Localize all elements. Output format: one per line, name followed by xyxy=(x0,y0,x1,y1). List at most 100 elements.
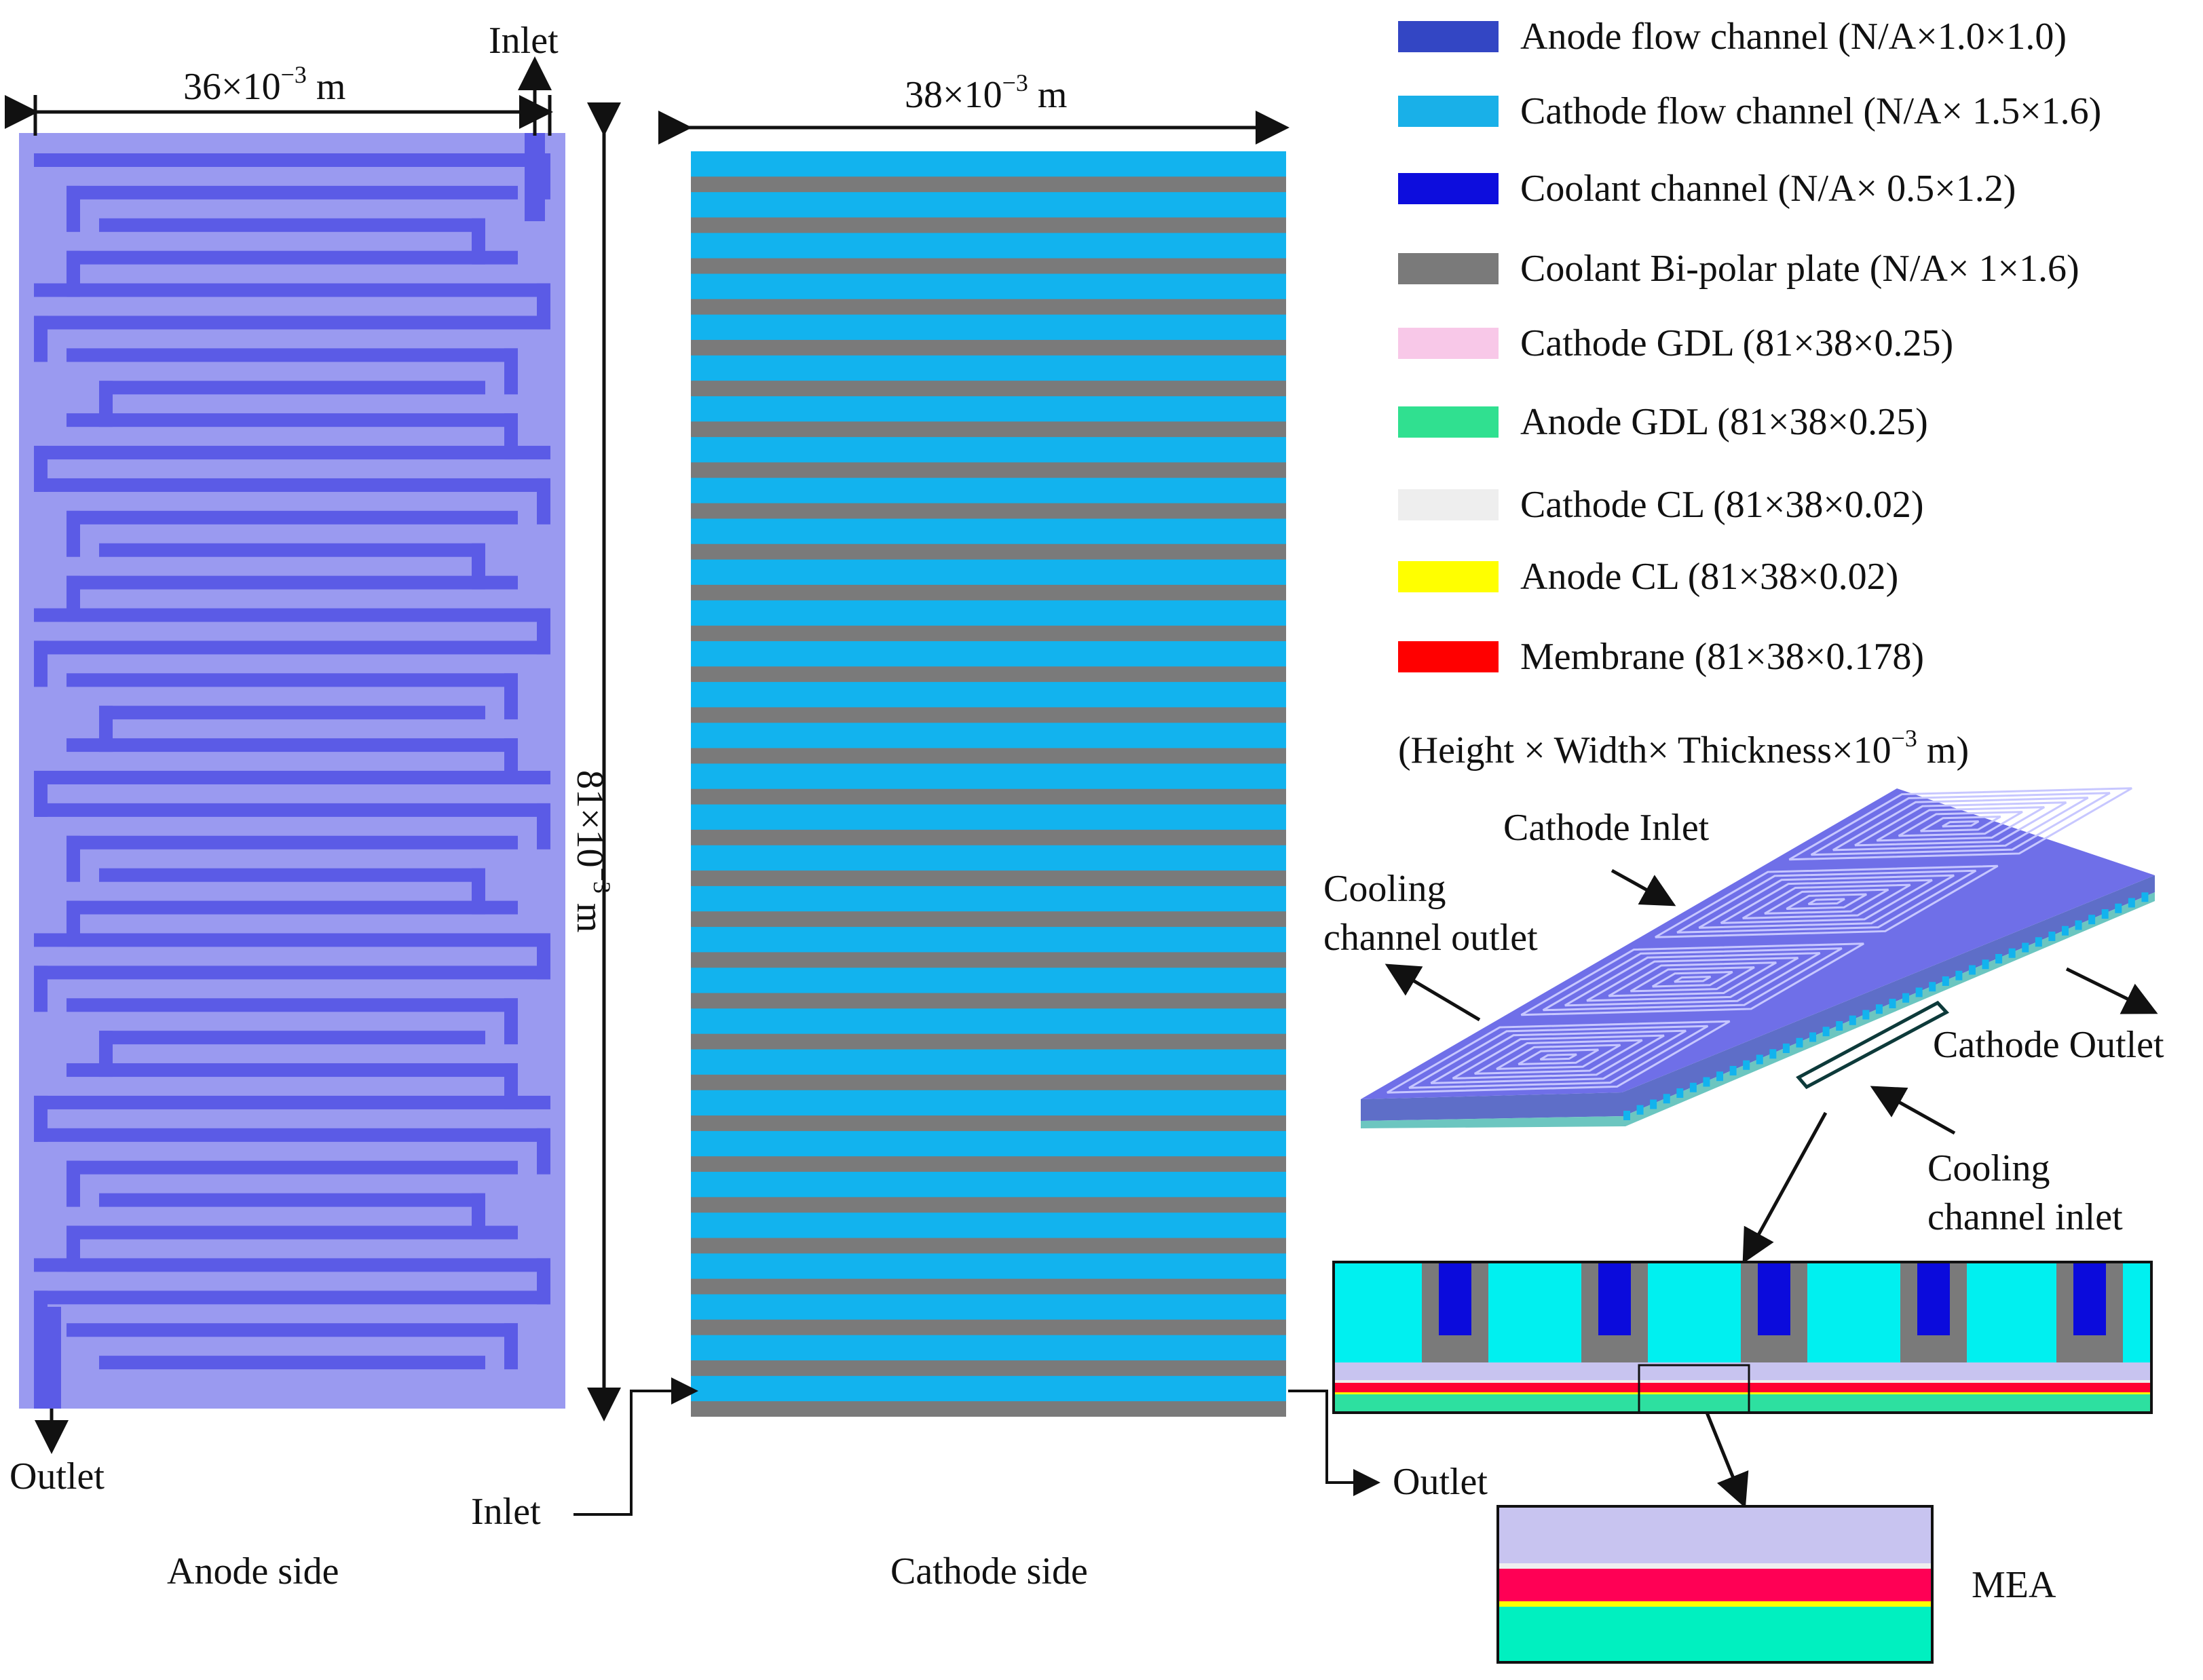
anode-channel-bend xyxy=(67,900,80,947)
cathode-channel-stripe xyxy=(691,151,1286,177)
plate-channel-opening xyxy=(1743,1060,1750,1070)
legend-item: Anode GDL (81×38×0.25) xyxy=(1398,401,1928,443)
legend-item: Anode CL (81×38×0.02) xyxy=(1398,556,1898,598)
anode-channel-bend xyxy=(504,673,518,720)
plate-channel-loop xyxy=(1564,952,1821,1007)
plate-channel-loop xyxy=(1408,1025,1709,1089)
legend-item: Cathode flow channel (N/A× 1.5×1.6) xyxy=(1398,90,2101,132)
anode-channel-bend xyxy=(537,1258,550,1305)
legend-item: Cathode CL (81×38×0.02) xyxy=(1398,484,1924,526)
cooling-outlet-label-2: channel outlet xyxy=(1323,917,1538,959)
cathode-channel-stripe xyxy=(691,763,1286,789)
cathode-channel-stripe xyxy=(691,723,1286,748)
anode-channel-run xyxy=(67,1225,518,1240)
cathode-width-label: 38×10−3 m xyxy=(905,69,1068,116)
plate-channel-opening xyxy=(1650,1099,1657,1109)
legend-item: Coolant Bi-polar plate (N/A× 1×1.6) xyxy=(1398,248,2079,290)
anode-channel-bend xyxy=(537,803,550,849)
mea-zoom-box xyxy=(1638,1364,1750,1414)
plate-channel-opening xyxy=(1929,982,1936,992)
mea-membrane xyxy=(1498,1569,1932,1601)
anode-channel-run xyxy=(34,771,550,784)
mea-anode-gdl xyxy=(1498,1607,1932,1662)
cathode-channel-stripe xyxy=(691,1253,1286,1279)
plate-channel-opening xyxy=(2035,937,2042,947)
plate-channel-opening xyxy=(1782,1044,1790,1053)
plate-channel-loop xyxy=(1542,947,1843,1012)
cathode-channel-stripe xyxy=(691,1090,1286,1116)
anode-channel-run xyxy=(34,478,550,492)
cathode-channel-stripe xyxy=(691,233,1286,259)
anode-channel-run xyxy=(99,218,485,232)
plate-channel-opening xyxy=(2115,903,2122,913)
cathode-channel-stripe xyxy=(691,845,1286,871)
cooling-inlet-label-1: Cooling xyxy=(1927,1147,2050,1189)
plate-channel-opening xyxy=(2008,948,2016,958)
plate-channel-opening xyxy=(1636,1105,1644,1115)
plate-channel-loop xyxy=(1698,874,1955,929)
anode-channel-run xyxy=(99,1356,485,1370)
anode-channel-run xyxy=(99,543,485,557)
anode-channel-bend xyxy=(472,868,485,915)
anode-channel-run xyxy=(99,1031,485,1045)
cross-section-coolant-channel xyxy=(1917,1262,1950,1335)
cross-section-ribs xyxy=(1422,1262,2123,1362)
anode-channel-run xyxy=(67,673,518,687)
plate-channel-opening xyxy=(1796,1037,1803,1048)
cathode-channel-stripe xyxy=(691,478,1286,503)
anode-channel-run xyxy=(99,381,485,395)
plate-channel-opening xyxy=(1689,1082,1697,1092)
cathode-channel-stripe xyxy=(691,885,1286,912)
plate-channel-opening xyxy=(1769,1049,1777,1059)
plate-channel-opening xyxy=(1663,1094,1670,1104)
mea-zoom xyxy=(1496,1505,1934,1664)
cathode-channel-stripe xyxy=(691,641,1286,667)
anode-channel-bend xyxy=(504,413,518,460)
cathode-channel-stripe xyxy=(691,1213,1286,1238)
cathode-outlet-iso-label: Cathode Outlet xyxy=(1933,1024,2164,1066)
cross-section-anode-gdl xyxy=(1334,1394,2151,1413)
legend-swatch xyxy=(1398,173,1499,204)
anode-channel-bend xyxy=(504,348,518,395)
mea-zoom-arrow xyxy=(1705,1412,1749,1508)
plate-channel-opening xyxy=(2128,898,2135,908)
plate-channel-opening xyxy=(1623,1111,1630,1120)
plate-channel-opening xyxy=(1862,1010,1870,1020)
legend-swatch xyxy=(1398,406,1499,438)
anode-channel-bend xyxy=(504,998,518,1045)
anode-channel-run xyxy=(34,316,550,330)
anode-serpentine-channels xyxy=(34,133,550,1409)
cathode-outlet-iso-arrow xyxy=(2065,967,2158,1014)
cooling-inlet-iso-arrow xyxy=(1870,1086,1956,1135)
plate-channel-loop xyxy=(1764,888,1889,915)
plate-channel-opening xyxy=(2075,920,2082,930)
anode-channel-bend xyxy=(504,1063,518,1109)
anode-channel-bend xyxy=(99,1031,113,1077)
legend-swatch xyxy=(1398,328,1499,359)
plate-channel-opening xyxy=(1995,954,2003,963)
plate-channel-opening xyxy=(2141,892,2149,902)
cross-section xyxy=(1332,1261,2153,1414)
legend-label: Anode flow channel (N/A×1.0×1.0) xyxy=(1520,16,2067,58)
plate-channel-opening xyxy=(1703,1077,1710,1087)
anode-channel-bend xyxy=(34,771,48,817)
mea-frame xyxy=(1496,1505,1934,1664)
anode-channel-bend xyxy=(67,185,80,232)
cross-section-cathode-cl xyxy=(1334,1380,2151,1383)
anode-channel-bend xyxy=(34,641,48,687)
plate-channel-opening xyxy=(2048,932,2056,941)
cathode-channel-stripe xyxy=(691,600,1286,626)
cathode-channel-stripe xyxy=(691,273,1286,299)
anode-channel-run xyxy=(67,1323,518,1337)
iso-arrows xyxy=(1385,868,2158,1508)
plate-channel-loop xyxy=(1474,1039,1643,1075)
anode-channel-bend xyxy=(34,446,48,492)
anode-channel-run xyxy=(67,998,518,1012)
plate-channel-loop xyxy=(1430,1029,1687,1084)
anode-channel-run xyxy=(34,608,550,622)
anode-channel-bend xyxy=(67,250,80,297)
anode-channel-bend xyxy=(472,218,485,265)
cross-section-anode-cl xyxy=(1334,1392,2151,1394)
anode-channel-run xyxy=(67,575,518,590)
anode-channel-run xyxy=(67,185,518,199)
